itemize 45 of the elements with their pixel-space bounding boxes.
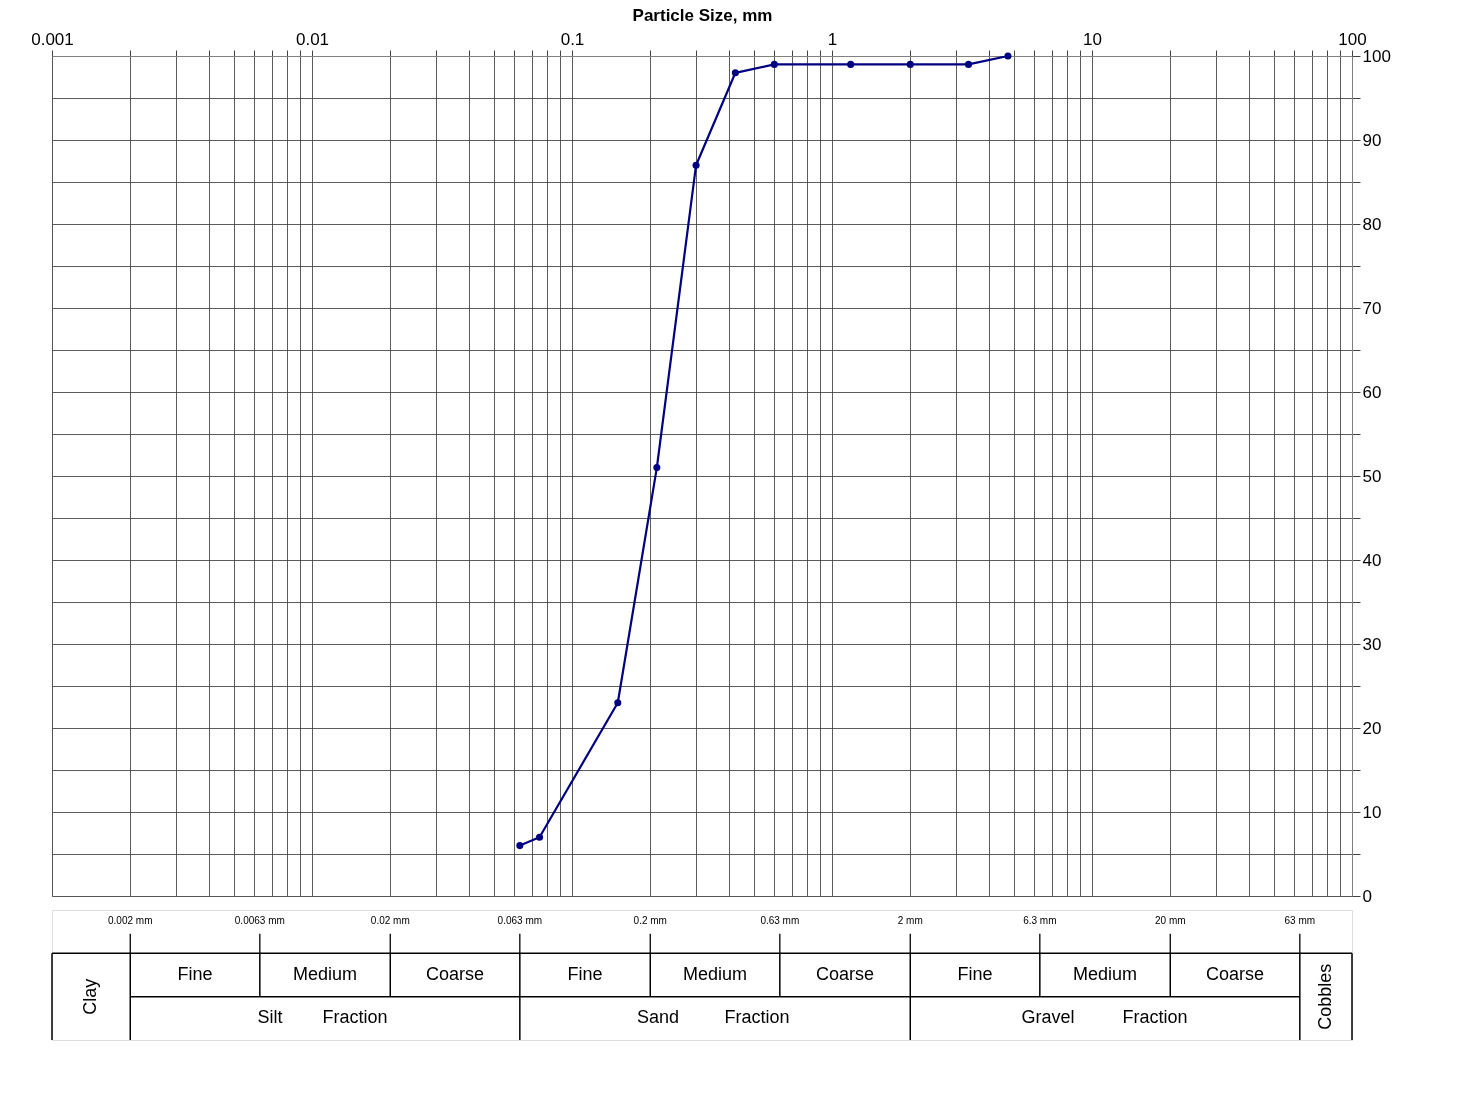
ref-line-label: 0.02 mm [370, 914, 410, 926]
y-tick-label: 50 [1362, 466, 1382, 486]
ref-line-label: 63 mm [1284, 914, 1316, 926]
text: Coarse [426, 964, 485, 984]
x-tick-label: 0.001 [31, 29, 74, 49]
ref-line-label: 6.3 mm [1023, 914, 1057, 926]
ref-line-label: 20 mm [1154, 914, 1186, 926]
y-tick-label: 30 [1362, 634, 1382, 654]
text: Medium [683, 964, 748, 984]
ref-line-label: 2 mm [897, 914, 923, 926]
ref-line-label: 0.063 mm [497, 914, 543, 926]
y-tick-label: 10 [1362, 802, 1382, 822]
text: Medium [1073, 964, 1138, 984]
text: Fine [177, 964, 213, 984]
ref-line-label: 0.0063 mm [234, 914, 285, 926]
y-tick-label: 40 [1362, 550, 1382, 570]
y-tick-label: 90 [1362, 130, 1382, 150]
ref-line-label: 0.002 mm [108, 914, 153, 926]
x-tick-label: 0.1 [560, 29, 585, 49]
text: Gravel [1021, 1007, 1075, 1028]
text: Fine [567, 964, 603, 984]
text: Coarse [1206, 964, 1265, 984]
ref-line-label: 0.63 mm [760, 914, 800, 926]
text: Fraction [724, 1007, 790, 1028]
text: Coarse [816, 964, 875, 984]
x-tick-label: 10 [1083, 29, 1102, 49]
text: Cobbles [1314, 963, 1335, 1030]
y-tick-label: 0 [1362, 886, 1372, 906]
text: Fine [957, 964, 993, 984]
x-tick-label: 100 [1338, 29, 1367, 49]
y-tick-label: 70 [1362, 298, 1382, 318]
text: Clay [80, 978, 101, 1015]
text: Sand [637, 1007, 680, 1028]
y-tick-label: 100 [1362, 46, 1391, 66]
text: Fraction [1122, 1007, 1188, 1028]
x-tick-label: 0.01 [295, 29, 330, 49]
y-tick-label: 60 [1362, 382, 1382, 402]
y-tick-label: 20 [1362, 718, 1382, 738]
text: Silt [257, 1007, 283, 1028]
x-axis-title: Particle Size, mm [632, 5, 773, 25]
text: Fraction [322, 1007, 388, 1028]
text: Medium [293, 964, 358, 984]
x-tick-label: 1 [827, 29, 838, 49]
ref-line-label: 0.2 mm [633, 914, 667, 926]
y-tick-label: 80 [1362, 214, 1382, 234]
